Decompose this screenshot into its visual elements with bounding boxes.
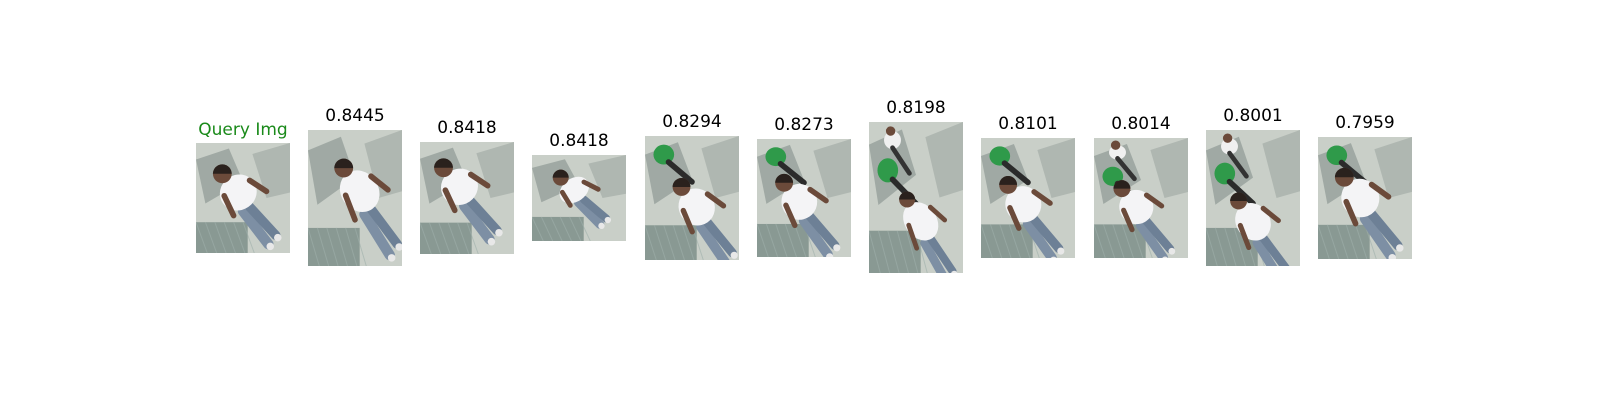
- match-image-7: [981, 138, 1075, 258]
- match-score-2: 0.8418: [437, 118, 497, 138]
- thumbnail-art: [869, 122, 963, 273]
- thumbnail-art: [757, 139, 851, 257]
- query-panel: Query Img: [196, 116, 290, 253]
- match-image-5: [757, 139, 851, 257]
- query-label: Query Img: [198, 120, 288, 140]
- match-image-8: [1094, 138, 1188, 258]
- match-panel-10: 0.7959: [1318, 113, 1412, 259]
- thumbnail-art: [981, 138, 1075, 258]
- match-score-1: 0.8445: [325, 106, 385, 126]
- match-panel-5: 0.8273: [757, 115, 851, 257]
- match-score-4: 0.8294: [662, 112, 722, 132]
- match-panel-8: 0.8014: [1094, 114, 1188, 258]
- match-image-3: [532, 155, 626, 241]
- query-image: [196, 143, 290, 253]
- thumbnail-art: [1206, 130, 1300, 266]
- match-image-2: [420, 142, 514, 254]
- thumbnail-art: [1318, 137, 1412, 259]
- match-panel-7: 0.8101: [981, 114, 1075, 258]
- match-image-6: [869, 122, 963, 273]
- thumbnail-art: [308, 130, 402, 266]
- match-panel-3: 0.8418: [532, 131, 626, 241]
- thumbnail-art: [532, 155, 626, 241]
- match-score-6: 0.8198: [886, 98, 946, 118]
- match-panel-9: 0.8001: [1206, 106, 1300, 266]
- match-image-4: [645, 136, 739, 260]
- thumbnail-art: [645, 136, 739, 260]
- match-score-7: 0.8101: [998, 114, 1058, 134]
- match-image-1: [308, 130, 402, 266]
- thumbnail-art: [420, 142, 514, 254]
- match-image-10: [1318, 137, 1412, 259]
- thumbnail-art: [196, 143, 290, 253]
- match-image-9: [1206, 130, 1300, 266]
- match-panel-1: 0.8445: [308, 106, 402, 266]
- match-panel-6: 0.8198: [869, 98, 963, 273]
- match-score-5: 0.8273: [774, 115, 834, 135]
- match-score-3: 0.8418: [549, 131, 609, 151]
- match-score-10: 0.7959: [1335, 113, 1395, 133]
- match-score-8: 0.8014: [1111, 114, 1171, 134]
- match-panel-4: 0.8294: [645, 112, 739, 260]
- match-score-9: 0.8001: [1223, 106, 1283, 126]
- thumbnail-art: [1094, 138, 1188, 258]
- match-panel-2: 0.8418: [420, 118, 514, 254]
